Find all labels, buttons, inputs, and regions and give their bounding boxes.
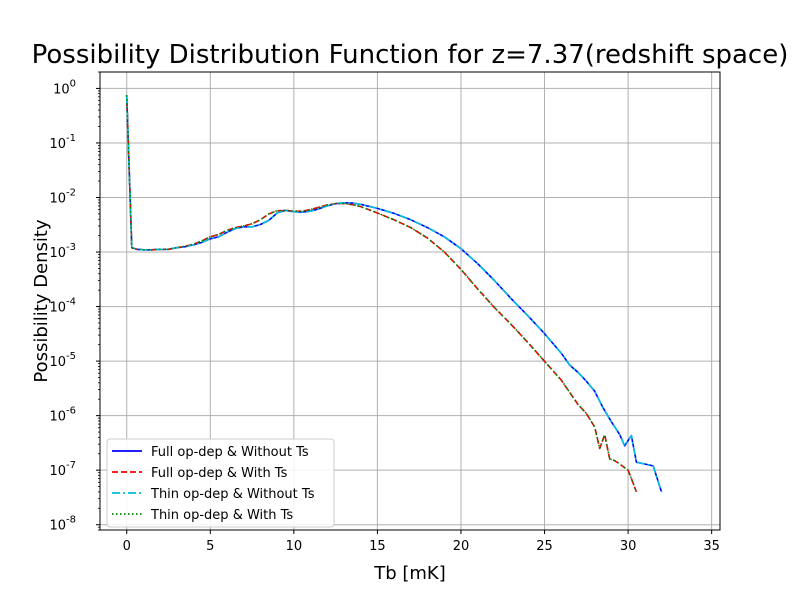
x-axis-label: Tb [mK] (373, 563, 446, 584)
x-tick-label: 15 (369, 539, 386, 554)
legend-label-4: Thin op-dep & With Ts (150, 508, 293, 523)
legend-label-3: Thin op-dep & Without Ts (150, 487, 315, 502)
legend-entries: Full op-dep & Without Ts Full op-dep & Wi… (112, 445, 315, 523)
x-tick-label: 10 (286, 539, 303, 554)
x-tick-label: 25 (536, 539, 553, 554)
legend-box (106, 438, 335, 528)
y-axis-label: Possibility Density (31, 219, 52, 383)
series-lines (125, 95, 663, 493)
x-tick-label: 0 (123, 539, 131, 554)
legend-label-2: Full op-dep & With Ts (151, 466, 288, 481)
series-line-4 (125, 95, 638, 493)
legend-label-1: Full op-dep & Without Ts (151, 445, 309, 460)
legend: Full op-dep & Without Ts Full op-dep & Wi… (106, 438, 335, 528)
x-tick-label: 35 (703, 539, 720, 554)
x-tick-label: 20 (453, 539, 470, 554)
x-tick-label: 5 (206, 539, 214, 554)
x-tick-label: 30 (620, 539, 637, 554)
x-axis-ticks: 0 5 10 15 20 25 30 35 (123, 530, 720, 554)
axes-frame (99, 71, 721, 531)
chart-title: Possibility Distribution Function for z=… (32, 40, 789, 70)
series-line-1 (125, 95, 663, 493)
